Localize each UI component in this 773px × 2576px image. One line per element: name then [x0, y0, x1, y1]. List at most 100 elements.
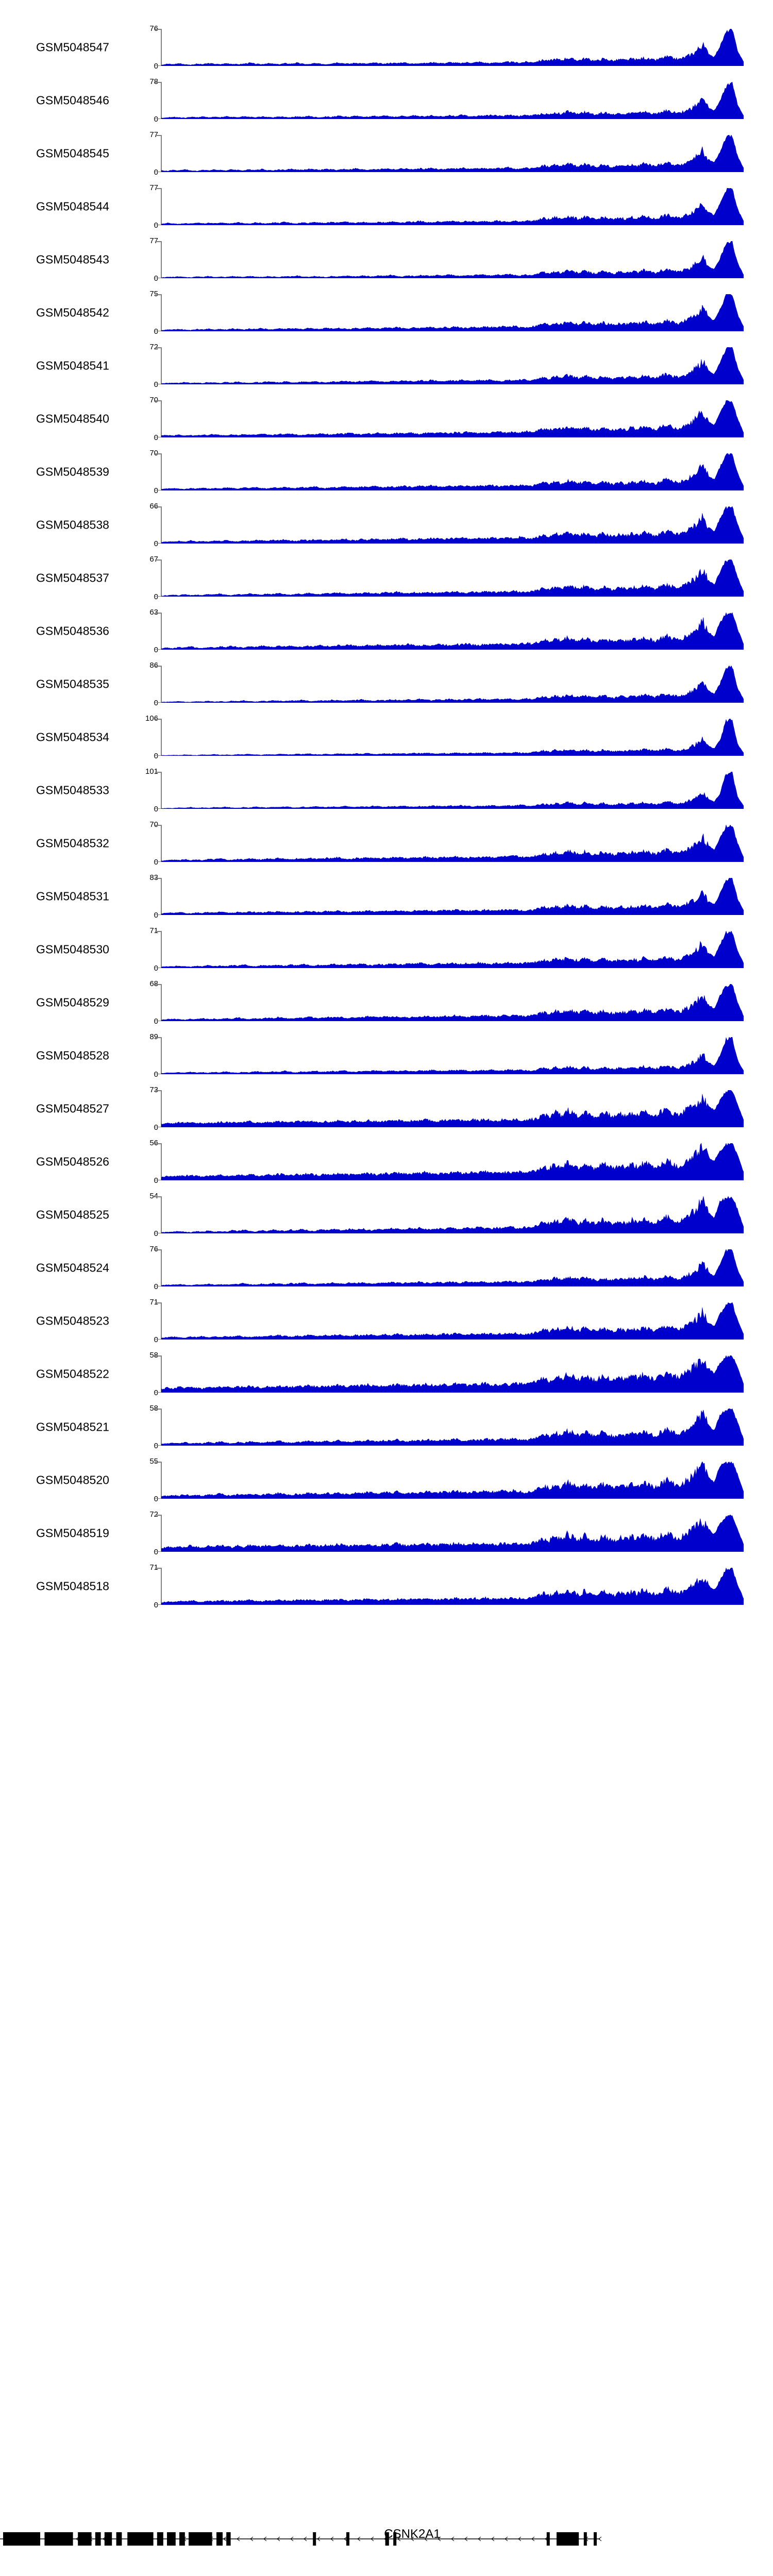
- coverage-track[interactable]: GSM5048540 70 0: [0, 392, 773, 445]
- coverage-track[interactable]: GSM5048518 71 0: [0, 1560, 773, 1613]
- coverage-plot[interactable]: [161, 1249, 744, 1286]
- coverage-track[interactable]: GSM5048543 77 0: [0, 233, 773, 286]
- coverage-plot[interactable]: [161, 984, 744, 1021]
- coverage-plot[interactable]: [161, 188, 744, 225]
- coverage-track[interactable]: GSM5048531 83 0: [0, 870, 773, 923]
- track-y-axis: 106 0: [130, 714, 162, 760]
- coverage-track[interactable]: GSM5048541 72 0: [0, 339, 773, 392]
- coverage-plot[interactable]: [161, 1037, 744, 1074]
- track-sample-label: GSM5048518: [36, 1579, 109, 1592]
- coverage-track[interactable]: GSM5048534 106 0: [0, 710, 773, 764]
- coverage-plot[interactable]: [161, 1143, 744, 1180]
- coverage-track[interactable]: GSM5048520 55 0: [0, 1453, 773, 1506]
- coverage-track[interactable]: GSM5048542 75 0: [0, 286, 773, 339]
- coverage-plot[interactable]: [161, 135, 744, 172]
- gene-model-graphic[interactable]: [0, 2527, 773, 2553]
- coverage-track[interactable]: GSM5048521 58 0: [0, 1400, 773, 1453]
- coverage-plot[interactable]: [161, 931, 744, 968]
- axis-min-label: 0: [154, 1548, 158, 1556]
- coverage-track[interactable]: GSM5048533 101 0: [0, 764, 773, 817]
- coverage-track[interactable]: GSM5048525 54 0: [0, 1188, 773, 1241]
- axis-tick-bottom: [155, 543, 161, 544]
- axis-tick-bottom: [155, 914, 161, 915]
- track-sample-label: GSM5048538: [36, 518, 109, 531]
- axis-tick-top: [155, 719, 161, 720]
- coverage-plot[interactable]: [161, 506, 744, 544]
- coverage-track[interactable]: GSM5048547 76 0: [0, 21, 773, 74]
- gene-name-label: CSNK2A1: [384, 2527, 441, 2541]
- coverage-plot[interactable]: [161, 666, 744, 703]
- coverage-plot[interactable]: [161, 29, 744, 66]
- axis-tick-top: [155, 666, 161, 667]
- axis-min-label: 0: [154, 805, 158, 814]
- axis-tick-bottom: [155, 1604, 161, 1605]
- axis-min-label: 0: [154, 1123, 158, 1132]
- axis-vertical-line: [161, 82, 162, 119]
- coverage-plot[interactable]: [161, 1515, 744, 1552]
- axis-tick-bottom: [155, 1551, 161, 1552]
- axis-max-label: 70: [149, 820, 158, 829]
- coverage-plot[interactable]: [161, 1568, 744, 1605]
- coverage-plot[interactable]: [161, 294, 744, 331]
- track-sample-label: GSM5048544: [36, 199, 109, 213]
- coverage-plot[interactable]: [161, 772, 744, 809]
- coverage-plot[interactable]: [161, 878, 744, 915]
- track-y-axis: 54 0: [130, 1192, 162, 1238]
- axis-min-label: 0: [154, 1176, 158, 1185]
- coverage-plot[interactable]: [161, 560, 744, 597]
- coverage-track[interactable]: GSM5048524 76 0: [0, 1241, 773, 1294]
- coverage-plot[interactable]: [161, 1196, 744, 1233]
- coverage-track[interactable]: GSM5048535 86 0: [0, 657, 773, 710]
- coverage-track[interactable]: GSM5048528 89 0: [0, 1029, 773, 1082]
- coverage-track[interactable]: GSM5048545 77 0: [0, 127, 773, 180]
- axis-tick-top: [155, 400, 161, 401]
- coverage-track[interactable]: GSM5048526 56 0: [0, 1135, 773, 1188]
- coverage-track[interactable]: GSM5048536 63 0: [0, 604, 773, 657]
- coverage-track[interactable]: GSM5048522 58 0: [0, 1347, 773, 1400]
- coverage-plot[interactable]: [161, 453, 744, 490]
- coverage-track[interactable]: GSM5048544 77 0: [0, 180, 773, 233]
- coverage-track[interactable]: GSM5048546 78 0: [0, 74, 773, 127]
- coverage-plot[interactable]: [161, 241, 744, 278]
- axis-max-label: 106: [145, 714, 158, 723]
- coverage-plot[interactable]: [161, 1302, 744, 1340]
- axis-min-label: 0: [154, 592, 158, 601]
- track-y-axis: 76 0: [130, 1245, 162, 1291]
- coverage-track[interactable]: GSM5048538 66 0: [0, 498, 773, 551]
- axis-tick-top: [155, 29, 161, 30]
- coverage-plot[interactable]: [161, 1355, 744, 1393]
- axis-tick-bottom: [155, 967, 161, 968]
- coverage-track[interactable]: GSM5048532 70 0: [0, 817, 773, 870]
- coverage-plot[interactable]: [161, 347, 744, 384]
- axis-max-label: 86: [149, 661, 158, 670]
- coverage-plot[interactable]: [161, 613, 744, 650]
- coverage-track[interactable]: GSM5048523 71 0: [0, 1294, 773, 1347]
- axis-vertical-line: [161, 666, 162, 703]
- coverage-track[interactable]: GSM5048527 73 0: [0, 1082, 773, 1135]
- coverage-track[interactable]: GSM5048537 67 0: [0, 551, 773, 604]
- coverage-plot[interactable]: [161, 400, 744, 437]
- track-y-axis: 73 0: [130, 1086, 162, 1132]
- coverage-plot[interactable]: [161, 1090, 744, 1127]
- axis-tick-top: [155, 772, 161, 773]
- coverage-plot[interactable]: [161, 82, 744, 119]
- track-y-axis: 75 0: [130, 290, 162, 336]
- axis-tick-bottom: [155, 436, 161, 437]
- gene-annotation-panel: CSNK2A1: [0, 2527, 773, 2576]
- axis-max-label: 55: [149, 1457, 158, 1466]
- coverage-track[interactable]: GSM5048539 70 0: [0, 445, 773, 498]
- coverage-track[interactable]: GSM5048529 68 0: [0, 976, 773, 1029]
- axis-tick-top: [155, 1090, 161, 1091]
- axis-vertical-line: [161, 719, 162, 756]
- axis-max-label: 58: [149, 1351, 158, 1360]
- coverage-track[interactable]: GSM5048530 71 0: [0, 923, 773, 976]
- coverage-plot[interactable]: [161, 1409, 744, 1446]
- coverage-plot[interactable]: [161, 719, 744, 756]
- axis-vertical-line: [161, 825, 162, 862]
- coverage-plot[interactable]: [161, 825, 744, 862]
- coverage-plot[interactable]: [161, 1462, 744, 1499]
- track-sample-label: GSM5048522: [36, 1367, 109, 1380]
- track-y-axis: 72 0: [130, 1510, 162, 1556]
- coverage-track[interactable]: GSM5048519 72 0: [0, 1506, 773, 1560]
- axis-vertical-line: [161, 931, 162, 968]
